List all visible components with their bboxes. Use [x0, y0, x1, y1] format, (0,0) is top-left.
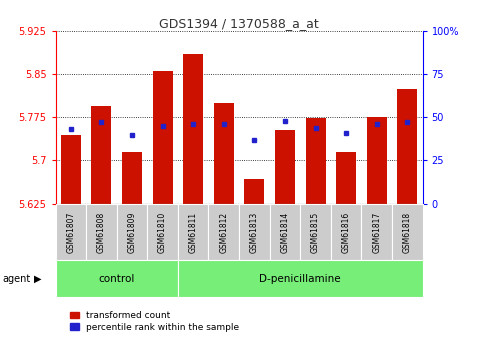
Bar [331, 204, 361, 260]
Text: GSM61813: GSM61813 [250, 211, 259, 253]
Text: GSM61817: GSM61817 [372, 211, 381, 253]
Bar [209, 204, 239, 260]
Bar [86, 204, 117, 260]
Bar [398, 89, 417, 204]
Bar [56, 204, 86, 260]
Text: GSM61810: GSM61810 [158, 211, 167, 253]
Text: GSM61807: GSM61807 [66, 211, 75, 253]
Bar [336, 152, 356, 204]
Text: GSM61808: GSM61808 [97, 211, 106, 253]
Bar [91, 106, 112, 204]
Bar [147, 204, 178, 260]
Text: GSM61818: GSM61818 [403, 211, 412, 253]
Bar [367, 117, 387, 204]
Bar [178, 204, 209, 260]
Bar [178, 260, 423, 297]
Text: GSM61809: GSM61809 [128, 211, 137, 253]
Bar [122, 152, 142, 204]
Bar [239, 204, 270, 260]
Bar [270, 204, 300, 260]
Text: ▶: ▶ [34, 274, 42, 284]
Bar [392, 204, 423, 260]
Text: D-penicillamine: D-penicillamine [259, 274, 341, 284]
Text: agent: agent [2, 274, 30, 284]
Bar [244, 179, 264, 204]
Text: GSM61811: GSM61811 [189, 211, 198, 253]
Text: GSM61814: GSM61814 [281, 211, 289, 253]
Bar [61, 135, 81, 204]
Bar [361, 204, 392, 260]
Legend: transformed count, percentile rank within the sample: transformed count, percentile rank withi… [70, 311, 239, 332]
Text: GSM61816: GSM61816 [341, 211, 351, 253]
Bar [214, 103, 234, 204]
Bar [183, 54, 203, 204]
Bar [275, 130, 295, 204]
Title: GDS1394 / 1370588_a_at: GDS1394 / 1370588_a_at [159, 17, 319, 30]
Text: GSM61812: GSM61812 [219, 211, 228, 253]
Text: GSM61815: GSM61815 [311, 211, 320, 253]
Text: control: control [99, 274, 135, 284]
Bar [153, 71, 172, 204]
Bar [56, 260, 178, 297]
Bar [117, 204, 147, 260]
Bar [300, 204, 331, 260]
Bar [306, 118, 326, 204]
